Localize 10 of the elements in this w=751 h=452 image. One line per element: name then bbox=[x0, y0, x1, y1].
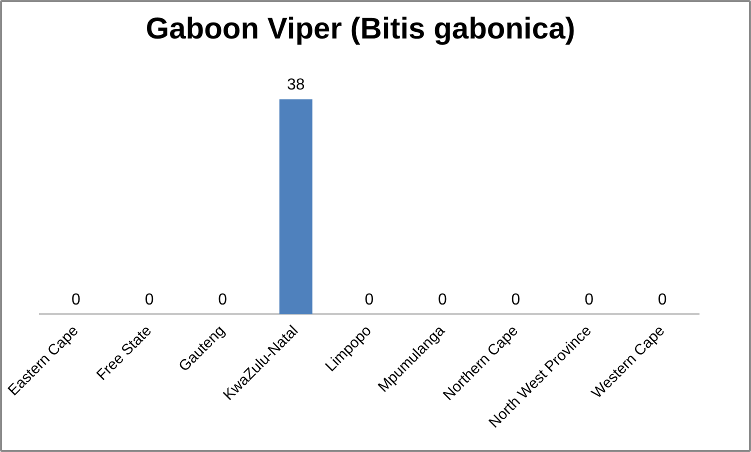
data-label: 0 bbox=[72, 292, 81, 309]
data-label: 0 bbox=[511, 292, 520, 309]
data-label: 0 bbox=[144, 292, 154, 309]
chart-title: Gaboon Viper (Bitis gabonica) bbox=[146, 12, 576, 46]
data-label: 0 bbox=[658, 292, 667, 309]
data-label: 38 bbox=[286, 76, 305, 94]
data-label: 0 bbox=[364, 292, 374, 309]
data-label: 0 bbox=[218, 292, 228, 309]
data-label: 0 bbox=[584, 292, 594, 309]
data-label: 0 bbox=[438, 292, 448, 309]
